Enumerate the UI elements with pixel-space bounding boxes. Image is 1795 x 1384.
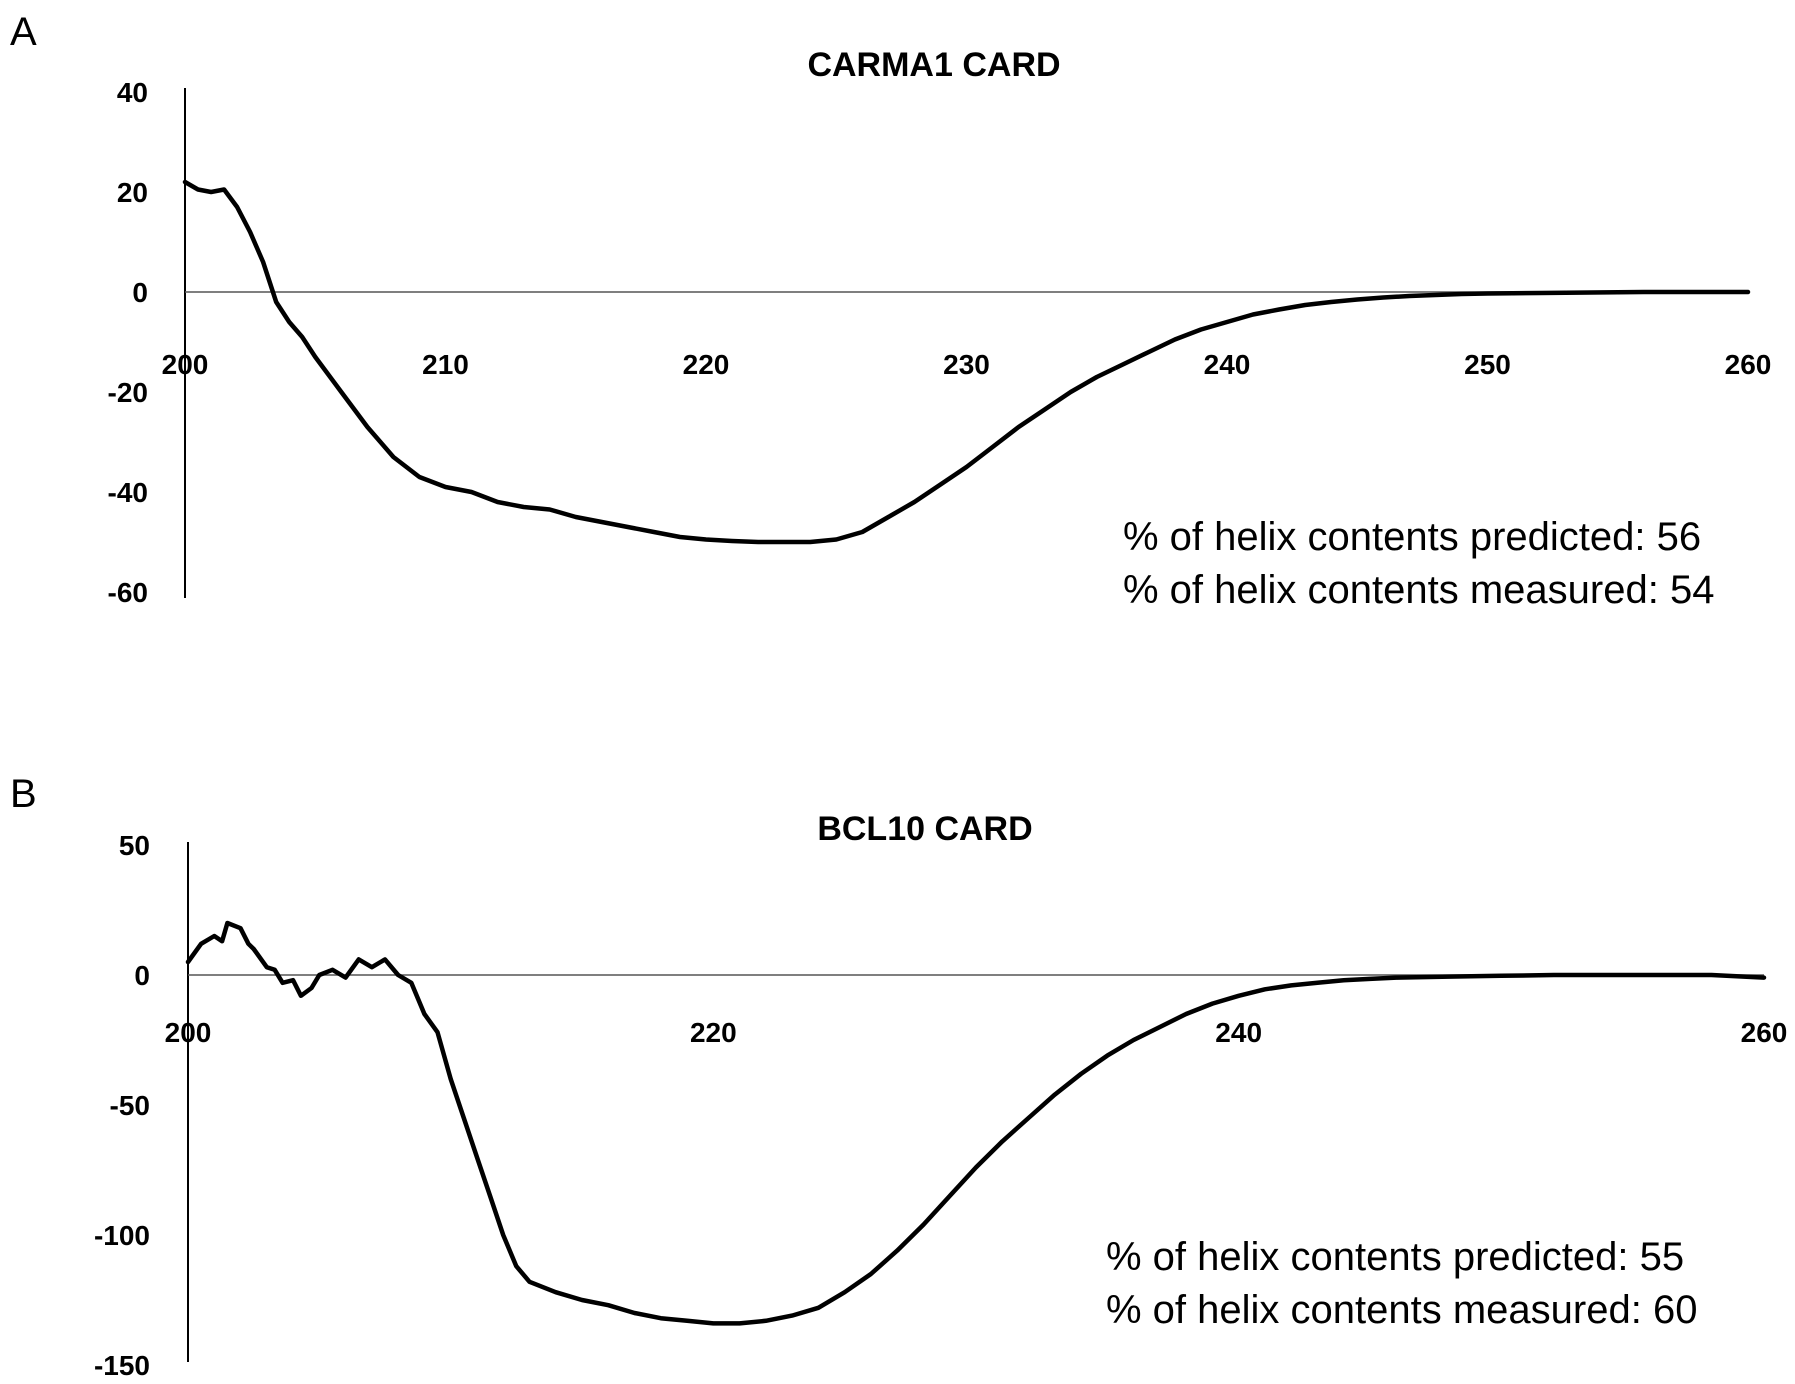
chart-b-y-tick-label: 50 bbox=[119, 830, 150, 861]
chart-a-y-tick-label: -40 bbox=[108, 477, 148, 508]
chart-b-y-tick-label: -150 bbox=[94, 1350, 150, 1381]
chart-b-annotation-predicted: % of helix contents predicted: 55 bbox=[1106, 1235, 1684, 1279]
chart-a-y-tick-label: 40 bbox=[117, 77, 148, 108]
chart-a-x-tick-label: 240 bbox=[1204, 349, 1251, 380]
chart-a-x-tick-label: 250 bbox=[1464, 349, 1511, 380]
chart-a-x-tick-label: 210 bbox=[422, 349, 469, 380]
chart-a-title: CARMA1 CARD bbox=[807, 46, 1060, 84]
chart-b-x-ticks: 200 220 240 260 bbox=[165, 1017, 1788, 1048]
chart-b-y-tick-label: -50 bbox=[110, 1090, 150, 1121]
chart-b-x-tick-label: 220 bbox=[690, 1017, 737, 1048]
panel-a-letter: A bbox=[10, 10, 37, 54]
chart-a-y-tick-label: -60 bbox=[108, 577, 148, 608]
chart-a-x-tick-label: 220 bbox=[683, 349, 730, 380]
chart-a-x-ticks: 200 210 220 230 240 250 260 bbox=[162, 349, 1772, 380]
chart-a-x-tick-label: 230 bbox=[943, 349, 990, 380]
chart-b-title: BCL10 CARD bbox=[817, 810, 1032, 848]
chart-a-x-tick-label: 260 bbox=[1725, 349, 1772, 380]
chart-b-y-ticks: 50 0 -50 -100 -150 bbox=[94, 830, 150, 1381]
chart-a-x-tick-label: 200 bbox=[162, 349, 209, 380]
panel-b-letter: B bbox=[10, 772, 37, 816]
chart-a-series-line bbox=[182, 179, 1751, 545]
chart-a-y-tick-label: -20 bbox=[108, 377, 148, 408]
chart-b-y-tick-label: -100 bbox=[94, 1220, 150, 1251]
chart-b-y-tick-label: 0 bbox=[134, 960, 150, 991]
chart-b-series-line bbox=[185, 920, 1767, 1326]
panel-b: B BCL10 CARD 50 0 -50 -100 -150 200 220 240 260… bbox=[10, 772, 1787, 1381]
chart-a-y-tick-label: 20 bbox=[117, 177, 148, 208]
chart-b-annotation-measured: % of helix contents measured: 60 bbox=[1106, 1288, 1697, 1332]
chart-b-x-tick-label: 200 bbox=[165, 1017, 212, 1048]
chart-a-annotation-predicted: % of helix contents predicted: 56 bbox=[1123, 515, 1701, 559]
chart-b-x-tick-label: 240 bbox=[1215, 1017, 1262, 1048]
chart-b-x-tick-label: 260 bbox=[1741, 1017, 1788, 1048]
chart-a-y-ticks: 40 20 0 -20 -40 -60 bbox=[108, 77, 148, 608]
chart-a-y-tick-label: 0 bbox=[132, 277, 148, 308]
chart-a-annotation-measured: % of helix contents measured: 54 bbox=[1123, 568, 1714, 612]
